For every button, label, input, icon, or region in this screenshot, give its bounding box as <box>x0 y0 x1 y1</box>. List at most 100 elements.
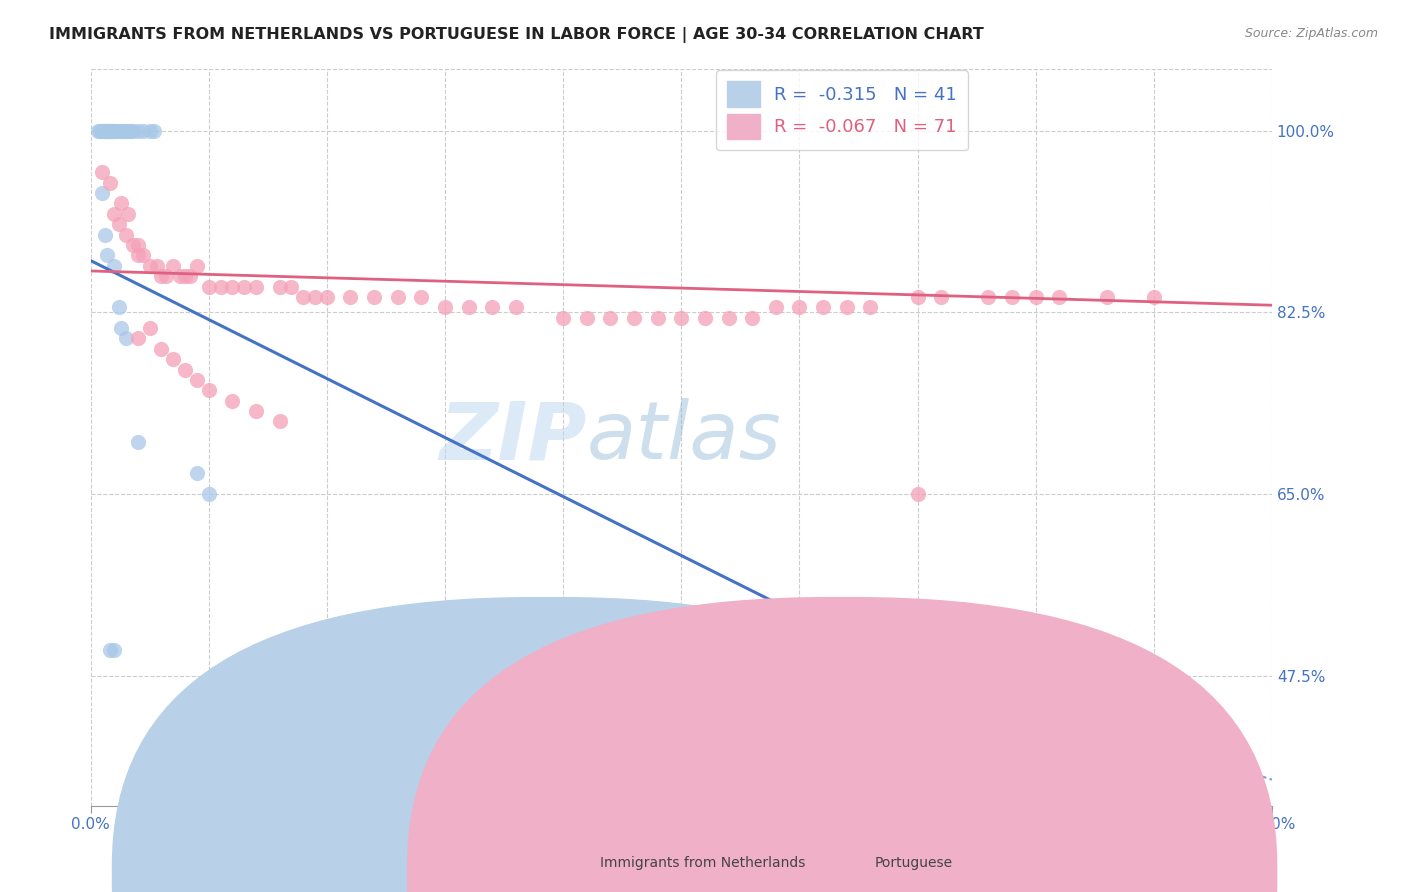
Point <box>457 300 479 314</box>
Point <box>553 310 575 325</box>
Point <box>209 279 232 293</box>
Point <box>411 290 433 304</box>
Point <box>233 279 256 293</box>
Point <box>127 248 149 262</box>
Point <box>599 310 621 325</box>
Legend: R =  -0.315   N = 41, R =  -0.067   N = 71: R = -0.315 N = 41, R = -0.067 N = 71 <box>716 70 967 150</box>
Point <box>138 321 160 335</box>
Point <box>717 310 740 325</box>
Point <box>835 300 858 314</box>
Point <box>155 269 177 284</box>
Point <box>103 259 125 273</box>
Point <box>505 300 527 314</box>
Point <box>907 290 929 304</box>
Point <box>315 290 337 304</box>
Text: atlas: atlas <box>586 398 782 476</box>
Point <box>1095 290 1118 304</box>
Text: Portuguese: Portuguese <box>875 855 953 870</box>
Point <box>1001 290 1024 304</box>
Point <box>122 238 145 252</box>
Text: Source: ZipAtlas.com: Source: ZipAtlas.com <box>1244 27 1378 40</box>
Point <box>108 124 131 138</box>
Point <box>103 124 125 138</box>
Point <box>245 404 267 418</box>
Point <box>103 643 125 657</box>
Point <box>623 310 645 325</box>
Point <box>150 269 173 284</box>
Point <box>434 300 457 314</box>
Point <box>186 259 208 273</box>
Point <box>91 124 114 138</box>
Point <box>115 227 138 242</box>
Point <box>98 124 121 138</box>
Point <box>115 331 138 345</box>
Point <box>575 310 598 325</box>
Point <box>94 124 117 138</box>
Point <box>131 124 153 138</box>
Point <box>197 384 219 398</box>
Point <box>1047 290 1070 304</box>
Point <box>197 279 219 293</box>
Text: ZIP: ZIP <box>440 398 586 476</box>
Point <box>811 300 834 314</box>
Point <box>94 124 117 138</box>
Point <box>1143 290 1166 304</box>
Point <box>269 415 291 429</box>
Point <box>131 248 153 262</box>
Point <box>96 124 118 138</box>
Point <box>103 207 125 221</box>
Point <box>671 310 693 325</box>
Point <box>91 165 114 179</box>
Point <box>280 279 302 293</box>
Point <box>977 290 1000 304</box>
Point <box>91 124 114 138</box>
Point <box>387 290 409 304</box>
Point <box>110 321 132 335</box>
Point <box>127 124 149 138</box>
Point <box>221 393 243 408</box>
Point <box>101 124 124 138</box>
Point <box>143 124 166 138</box>
Text: IMMIGRANTS FROM NETHERLANDS VS PORTUGUESE IN LABOR FORCE | AGE 30-34 CORRELATION: IMMIGRANTS FROM NETHERLANDS VS PORTUGUES… <box>49 27 984 43</box>
Point <box>789 300 811 314</box>
Point <box>110 124 132 138</box>
Point <box>138 259 160 273</box>
Point <box>138 124 160 138</box>
Point <box>186 467 208 481</box>
Point <box>86 124 108 138</box>
Point <box>179 269 201 284</box>
Point <box>94 124 117 138</box>
Point <box>96 124 118 138</box>
Point <box>96 248 118 262</box>
Point <box>169 269 191 284</box>
Point <box>1025 290 1047 304</box>
Point <box>292 290 315 304</box>
Point <box>693 310 716 325</box>
Point <box>162 259 184 273</box>
Point <box>765 300 787 314</box>
Point <box>221 279 243 293</box>
Point <box>174 362 197 376</box>
Point <box>929 290 952 304</box>
Point <box>162 352 184 367</box>
Point <box>122 124 145 138</box>
Point <box>647 310 669 325</box>
Text: Immigrants from Netherlands: Immigrants from Netherlands <box>600 855 806 870</box>
Point <box>481 300 503 314</box>
Point <box>98 124 121 138</box>
Point <box>98 124 121 138</box>
Point <box>96 124 118 138</box>
Point <box>186 373 208 387</box>
Point <box>245 279 267 293</box>
Point <box>98 643 121 657</box>
Point <box>115 124 138 138</box>
Point <box>112 124 135 138</box>
Point <box>91 186 114 200</box>
Point <box>304 290 326 304</box>
Point <box>120 124 142 138</box>
Point <box>859 300 882 314</box>
Point <box>127 331 149 345</box>
Point <box>339 290 361 304</box>
Point <box>127 238 149 252</box>
Point <box>98 176 121 190</box>
